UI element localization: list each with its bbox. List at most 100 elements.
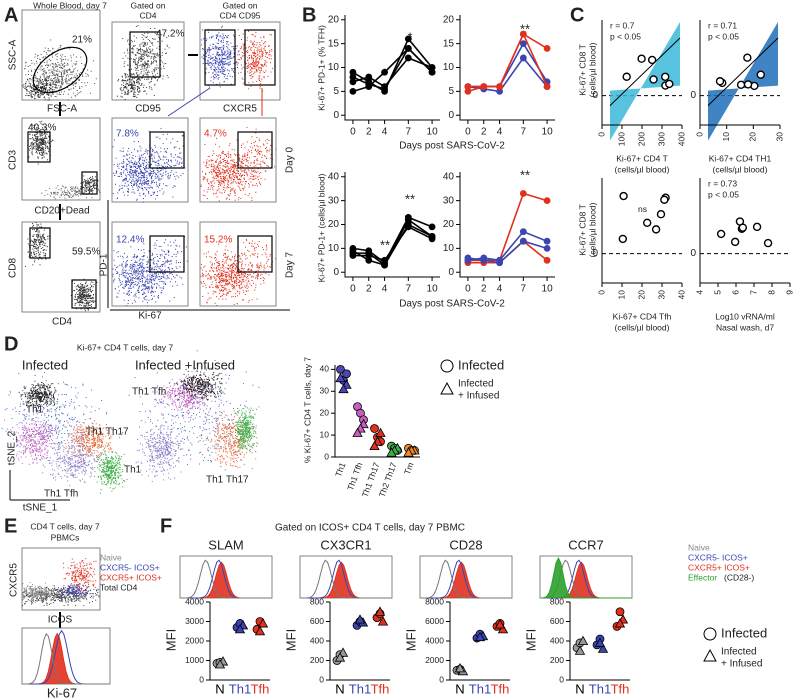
event-dot xyxy=(150,279,152,281)
event-dot xyxy=(175,281,176,283)
event-dot xyxy=(216,175,217,176)
event-dot xyxy=(123,180,125,182)
event-dot xyxy=(70,60,72,62)
event-dot xyxy=(35,142,37,144)
event-dot xyxy=(125,177,127,179)
event-dot xyxy=(44,96,45,98)
event-dot xyxy=(130,273,132,275)
event-dot xyxy=(149,185,151,187)
event-dot xyxy=(213,77,215,79)
event-dot xyxy=(55,64,57,65)
event-dot xyxy=(126,181,128,183)
event-dot xyxy=(178,176,180,178)
event-dot xyxy=(66,64,68,66)
event-dot xyxy=(34,90,36,92)
event-dot xyxy=(251,168,253,170)
event-dot xyxy=(85,300,87,302)
event-dot xyxy=(32,137,33,138)
event-dot xyxy=(231,148,233,150)
event-dot xyxy=(251,62,253,63)
event-dot xyxy=(31,154,33,156)
event-dot xyxy=(176,162,178,164)
event-dot xyxy=(251,149,253,151)
event-dot xyxy=(52,86,54,88)
event-dot xyxy=(125,283,127,285)
event-dot xyxy=(252,63,254,65)
event-dot xyxy=(134,294,136,296)
event-dot xyxy=(137,90,139,92)
event-dot xyxy=(177,252,179,254)
event-dot xyxy=(92,281,94,283)
event-dot xyxy=(243,47,245,49)
event-dot xyxy=(228,195,230,197)
event-dot xyxy=(54,70,56,72)
event-dot xyxy=(46,91,48,93)
event-dot xyxy=(143,90,145,92)
event-dot xyxy=(215,57,217,59)
event-dot xyxy=(67,59,69,61)
event-dot xyxy=(134,301,136,303)
event-dot xyxy=(260,55,262,57)
event-dot xyxy=(146,181,148,182)
event-dot xyxy=(117,292,119,294)
event-dot xyxy=(233,53,235,55)
event-dot xyxy=(164,171,166,173)
event-dot xyxy=(134,96,136,98)
event-dot xyxy=(226,58,228,60)
event-dot xyxy=(41,240,43,242)
event-dot xyxy=(154,84,156,86)
event-dot xyxy=(38,252,39,254)
event-dot xyxy=(221,50,222,52)
event-dot xyxy=(53,191,54,193)
event-dot xyxy=(125,77,127,79)
event-dot xyxy=(44,149,46,151)
event-dot xyxy=(141,42,143,44)
event-dot xyxy=(92,60,94,62)
event-dot xyxy=(239,175,241,177)
event-dot xyxy=(113,164,115,165)
event-dot xyxy=(75,194,77,196)
event-dot xyxy=(130,75,132,77)
event-dot xyxy=(131,51,133,53)
event-dot xyxy=(147,47,149,49)
event-dot xyxy=(143,162,145,164)
event-dot xyxy=(85,302,87,304)
event-dot xyxy=(54,73,56,75)
event-dot xyxy=(143,175,145,177)
event-dot xyxy=(78,86,80,88)
event-dot xyxy=(117,176,119,177)
event-dot xyxy=(85,72,87,74)
event-dot xyxy=(118,275,120,277)
event-dot xyxy=(223,80,225,82)
event-dot xyxy=(251,142,253,144)
event-dot xyxy=(123,159,125,161)
event-dot xyxy=(38,150,40,152)
event-dot xyxy=(145,280,147,282)
event-dot xyxy=(132,157,134,159)
plot-frame xyxy=(199,221,277,307)
event-dot xyxy=(29,149,31,151)
event-dot xyxy=(125,275,127,277)
event-dot xyxy=(254,63,256,65)
event-dot xyxy=(149,49,151,50)
event-dot xyxy=(48,50,50,52)
event-dot xyxy=(117,80,119,82)
event-dot xyxy=(45,152,47,154)
event-dot xyxy=(45,239,47,241)
event-dot xyxy=(244,186,246,188)
event-dot xyxy=(79,285,81,287)
event-dot xyxy=(249,65,251,67)
event-dot xyxy=(156,68,157,70)
event-dot xyxy=(61,72,62,74)
event-dot xyxy=(91,177,93,179)
event-dot xyxy=(226,275,228,277)
event-dot xyxy=(34,245,36,247)
event-dot xyxy=(74,64,76,66)
event-dot xyxy=(155,274,157,276)
event-dot xyxy=(131,79,133,81)
event-dot xyxy=(46,77,48,79)
event-dot xyxy=(81,294,83,296)
event-dot xyxy=(212,171,214,173)
event-dot xyxy=(74,95,76,97)
event-dot xyxy=(143,70,145,72)
